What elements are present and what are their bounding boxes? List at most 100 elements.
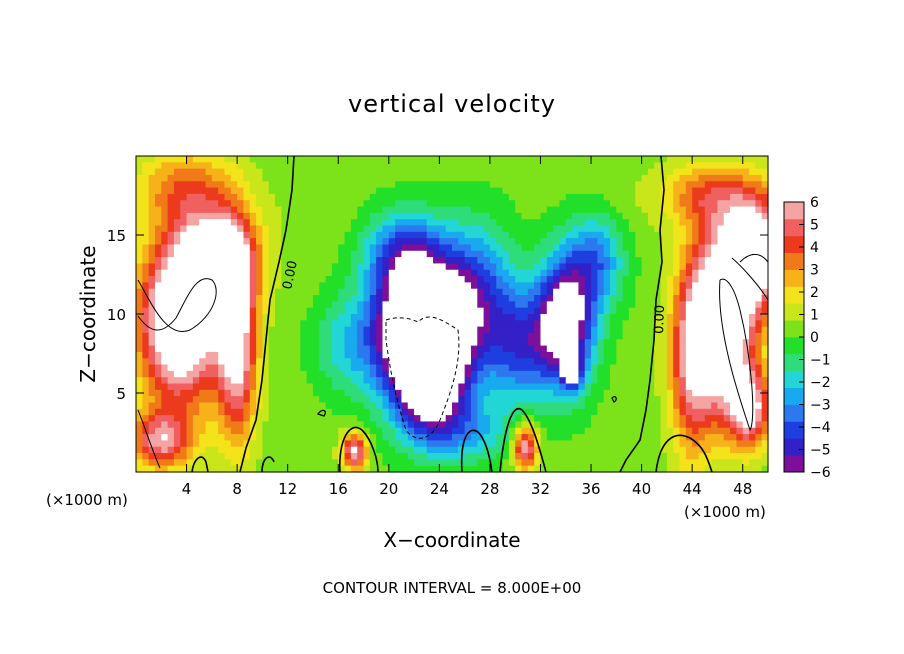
heatmap-cell	[704, 421, 712, 429]
heatmap-cell	[224, 345, 232, 353]
heatmap-cell	[534, 364, 542, 372]
heatmap-cell	[452, 250, 459, 258]
heatmap-cell	[218, 396, 226, 404]
heatmap-cell	[420, 358, 428, 366]
heatmap-cell	[508, 250, 516, 258]
heatmap-cell	[584, 453, 592, 460]
heatmap-cell	[597, 263, 605, 271]
heatmap-cell	[597, 453, 605, 460]
heatmap-cell	[167, 383, 175, 391]
heatmap-cell	[445, 358, 453, 366]
heatmap-cell	[742, 383, 750, 391]
heatmap-cell	[357, 200, 365, 208]
heatmap-cell	[521, 174, 529, 182]
heatmap-cell	[496, 282, 504, 290]
heatmap-cell	[546, 212, 554, 220]
heatmap-cell	[218, 326, 226, 334]
heatmap-cell	[540, 415, 548, 423]
heatmap-cell	[439, 339, 447, 347]
heatmap-cell	[350, 389, 358, 397]
heatmap-cell	[679, 282, 687, 290]
heatmap-cell	[211, 377, 219, 385]
heatmap-cell	[470, 351, 478, 359]
heatmap-cell	[470, 156, 478, 163]
heatmap-cell	[331, 307, 339, 315]
heatmap-cell	[237, 345, 245, 353]
heatmap-cell	[546, 389, 554, 397]
heatmap-cell	[470, 238, 478, 246]
heatmap-cell	[294, 351, 301, 359]
heatmap-cell	[294, 326, 301, 334]
heatmap-cell	[294, 206, 301, 214]
heatmap-cell	[357, 219, 365, 227]
heatmap-cell	[256, 162, 263, 170]
heatmap-cell	[565, 370, 573, 378]
heatmap-cell	[161, 383, 169, 391]
heatmap-cell	[211, 200, 219, 208]
heatmap-cell	[508, 244, 516, 252]
heatmap-cell	[540, 314, 548, 321]
heatmap-cell	[711, 434, 719, 441]
heatmap-cell	[294, 193, 301, 201]
heatmap-cell	[230, 238, 238, 246]
heatmap-cell	[420, 156, 428, 163]
heatmap-cell	[388, 320, 396, 328]
heatmap-cell	[654, 345, 662, 353]
heatmap-cell	[256, 459, 263, 467]
heatmap-cell	[136, 408, 143, 416]
heatmap-cell	[534, 295, 542, 302]
heatmap-cell	[287, 269, 295, 277]
heatmap-cell	[199, 402, 207, 410]
heatmap-cell	[685, 389, 693, 397]
heatmap-cell	[414, 389, 421, 397]
heatmap-cell	[692, 326, 700, 334]
heatmap-cell	[749, 345, 756, 353]
heatmap-cell	[186, 446, 194, 454]
heatmap-cell	[312, 389, 320, 397]
heatmap-cell	[521, 250, 529, 258]
heatmap-cell	[319, 162, 327, 170]
heatmap-cell	[559, 377, 567, 385]
heatmap-cell	[154, 364, 162, 372]
heatmap-cell	[414, 446, 421, 454]
heatmap-cell	[458, 187, 466, 195]
heatmap-cell	[136, 295, 143, 302]
heatmap-cell	[230, 181, 238, 189]
heatmap-cell	[685, 339, 693, 347]
heatmap-cell	[369, 156, 377, 163]
heatmap-cell	[477, 370, 485, 378]
heatmap-cell	[161, 168, 169, 176]
heatmap-cell	[414, 212, 421, 220]
heatmap-cell	[654, 200, 662, 208]
heatmap-cell	[338, 174, 346, 182]
heatmap-cell	[173, 465, 181, 473]
heatmap-cell	[154, 282, 162, 290]
heatmap-cell	[407, 314, 415, 321]
heatmap-cell	[660, 263, 668, 271]
heatmap-cell	[376, 301, 384, 309]
heatmap-cell	[218, 415, 226, 423]
heatmap-cell	[287, 314, 295, 321]
heatmap-cell	[622, 351, 630, 359]
heatmap-cell	[464, 459, 472, 467]
heatmap-cell	[407, 434, 415, 441]
heatmap-cell	[452, 415, 459, 423]
heatmap-cell	[572, 377, 579, 385]
heatmap-cell	[376, 200, 384, 208]
heatmap-cell	[698, 421, 706, 429]
heatmap-cell	[426, 187, 434, 195]
heatmap-cell	[218, 257, 226, 265]
heatmap-cell	[161, 244, 169, 252]
heatmap-cell	[173, 257, 181, 265]
heatmap-cell	[641, 320, 649, 328]
heatmap-cell	[167, 301, 175, 309]
heatmap-cell	[401, 434, 409, 441]
heatmap-cell	[464, 402, 472, 410]
heatmap-cell	[679, 295, 687, 302]
heatmap-cell	[610, 295, 617, 302]
heatmap-cell	[660, 351, 668, 359]
heatmap-cell	[388, 314, 396, 321]
heatmap-cell	[300, 446, 308, 454]
heatmap-cell	[723, 314, 731, 321]
heatmap-cell	[755, 389, 763, 397]
